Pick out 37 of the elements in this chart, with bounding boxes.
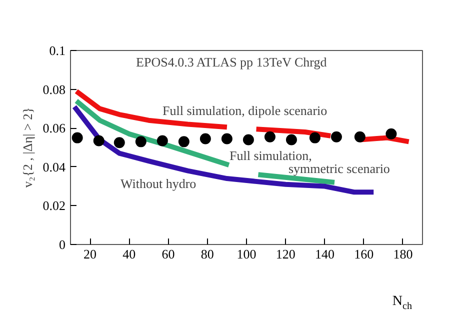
chart-title: EPOS4.0.3 ATLAS pp 13TeV Chrgd [136,54,328,70]
x-tick-label: 120 [276,246,296,262]
x-tick-label: 40 [122,246,136,262]
point [386,128,397,140]
point [135,136,146,148]
annotation: Full simulation, dipole scenario [162,103,328,118]
point [309,132,320,144]
y-axis-title: v₂{2 , |Δη| > 2} [20,107,35,188]
point [242,134,254,146]
x-tick-label: 100 [236,246,256,262]
point [200,133,211,144]
point [354,131,366,142]
y-tick-label: 0.1 [49,43,66,58]
point [156,135,168,146]
point [93,135,104,146]
y-tick-label: 0.02 [42,198,66,214]
x-tick-label: 80 [200,246,214,262]
point [72,132,83,144]
x-tick-label: 60 [162,246,175,262]
point [286,134,297,146]
point [330,131,342,142]
x-tick-label: 140 [314,246,334,262]
point [221,133,232,144]
y-tick-label: 0.04 [42,159,66,174]
annotation: symmetric scenario [288,161,390,176]
point [264,131,276,142]
annotation: Without hydro [120,176,196,191]
x-tick-label: 20 [84,246,97,262]
point [114,137,125,148]
x-axis-title: N$_{ch}$ [392,293,412,314]
y-tick-label: 0.08 [42,82,66,97]
y-tick-label: 0 [59,237,66,252]
point [178,136,190,148]
x-tick-label: 180 [393,246,413,262]
annotation: Full simulation, [230,148,312,163]
x-tick-label: 160 [354,246,374,262]
y-tick-label: 0.06 [42,120,66,136]
